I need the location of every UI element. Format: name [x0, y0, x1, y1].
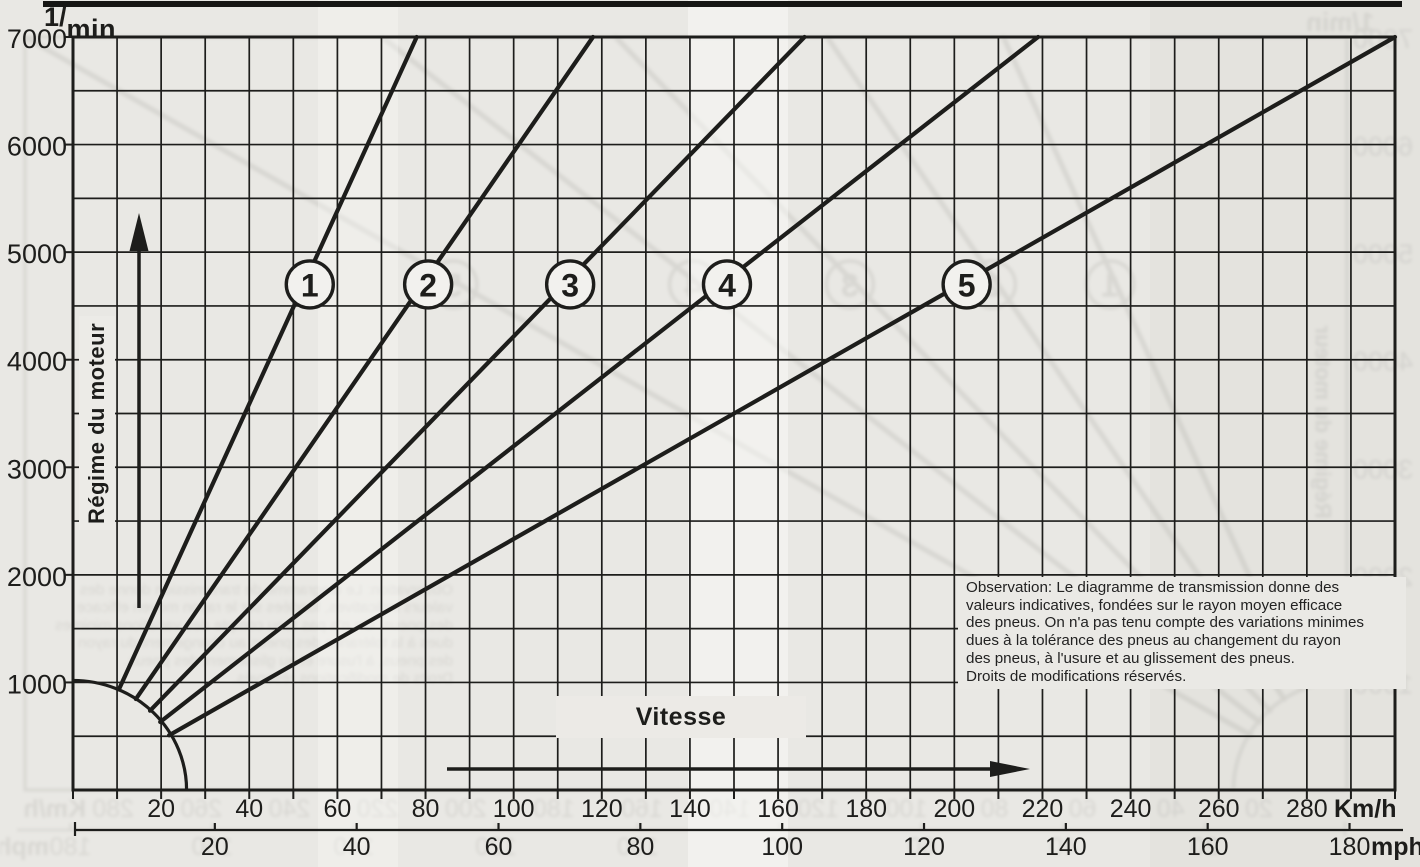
kmh-tick-label: 80	[412, 795, 440, 823]
observation-line-4: dues à la tolérance des pneus au changem…	[966, 632, 1341, 650]
gear-label-number-2: 2	[419, 267, 437, 303]
y-axis-unit-main: min	[66, 14, 117, 44]
observation-line-6: Droits de modifications réservés.	[966, 667, 1187, 685]
mph-tick-label: 20	[201, 833, 229, 861]
gear-label-circle-4	[701, 259, 753, 310]
kmh-tick-label: 20	[147, 795, 175, 823]
kmh-tick-label: 280	[1286, 795, 1328, 823]
mph-tick-label: 140	[1045, 833, 1087, 861]
page-top-rule	[43, 1, 1402, 7]
rpm-tick-label: 5000	[7, 239, 67, 269]
mph-unit-label: mph	[1371, 833, 1420, 861]
mph-tick-label: 180	[1329, 833, 1371, 861]
kmh-tick-label: 60	[323, 795, 351, 823]
rpm-tick-label: 2000	[7, 562, 67, 592]
gear-line-2	[133, 34, 596, 702]
gear-label-circle-1	[284, 259, 335, 310]
plot-border	[71, 35, 1397, 792]
kmh-tick-label: 260	[1198, 795, 1240, 823]
kmh-tick-label: 240	[1110, 795, 1152, 823]
rpm-tick-label: 4000	[7, 347, 67, 377]
gear-label-number-3: 3	[561, 267, 579, 303]
mph-tick-label: 80	[626, 833, 654, 861]
gear-label-number-4: 4	[718, 267, 736, 303]
kmh-tick-label: 100	[493, 795, 535, 823]
gear-label-circle-3	[544, 259, 596, 310]
y-axis-title: Régime du moteur	[79, 316, 115, 530]
mph-tick-label: 100	[761, 833, 803, 861]
gear-line-4	[158, 34, 1041, 725]
y-axis-unit-sup: 1/	[44, 2, 67, 32]
gear-line-5	[166, 34, 1398, 738]
gear-label-number-1: 1	[301, 267, 319, 303]
rpm-tick-label: 7000	[7, 24, 67, 54]
idle-arc	[72, 678, 189, 791]
rpm-tick-label: 6000	[7, 132, 67, 162]
observation-line-2: valeurs indicatives, fondées sur le rayo…	[966, 596, 1343, 614]
mph-tick-label: 60	[485, 833, 513, 861]
speed-arrow-head	[990, 761, 1030, 777]
rpm-arrow-head	[129, 213, 149, 251]
rpm-tick-label: 1000	[7, 669, 67, 699]
gear-label-circle-2	[402, 259, 454, 310]
gear-label-number-5: 5	[958, 267, 976, 303]
observation-line-5: des pneus, à l'usure et au glissement de…	[966, 649, 1295, 667]
x-axis-title: Vitesse	[556, 696, 806, 738]
kmh-tick-label: 220	[1022, 795, 1064, 823]
observation-line-3: des pneus. On n'a pas tenu compte des va…	[966, 614, 1364, 632]
mph-tick-label: 120	[903, 833, 945, 861]
mph-tick-label: 40	[343, 833, 371, 861]
y-axis-unit: 1/ min	[44, 4, 116, 43]
gear-line-1	[116, 34, 419, 692]
kmh-unit-label: Km/h	[1334, 795, 1397, 823]
kmh-tick-label: 140	[669, 795, 711, 823]
kmh-tick-label: 40	[235, 795, 263, 823]
rpm-tick-label: 3000	[7, 454, 67, 484]
kmh-tick-label: 180	[845, 795, 887, 823]
observation-note: Observation: Le diagramme de transmissio…	[958, 577, 1406, 690]
kmh-tick-label: 120	[581, 795, 623, 823]
observation-line-1: Observation: Le diagramme de transmissio…	[966, 579, 1340, 596]
mph-tick-label: 160	[1187, 833, 1229, 861]
kmh-tick-label: 160	[757, 795, 799, 823]
gear-line-3	[147, 34, 807, 713]
gear-label-circle-5	[941, 259, 992, 310]
kmh-tick-label: 200	[933, 795, 975, 823]
